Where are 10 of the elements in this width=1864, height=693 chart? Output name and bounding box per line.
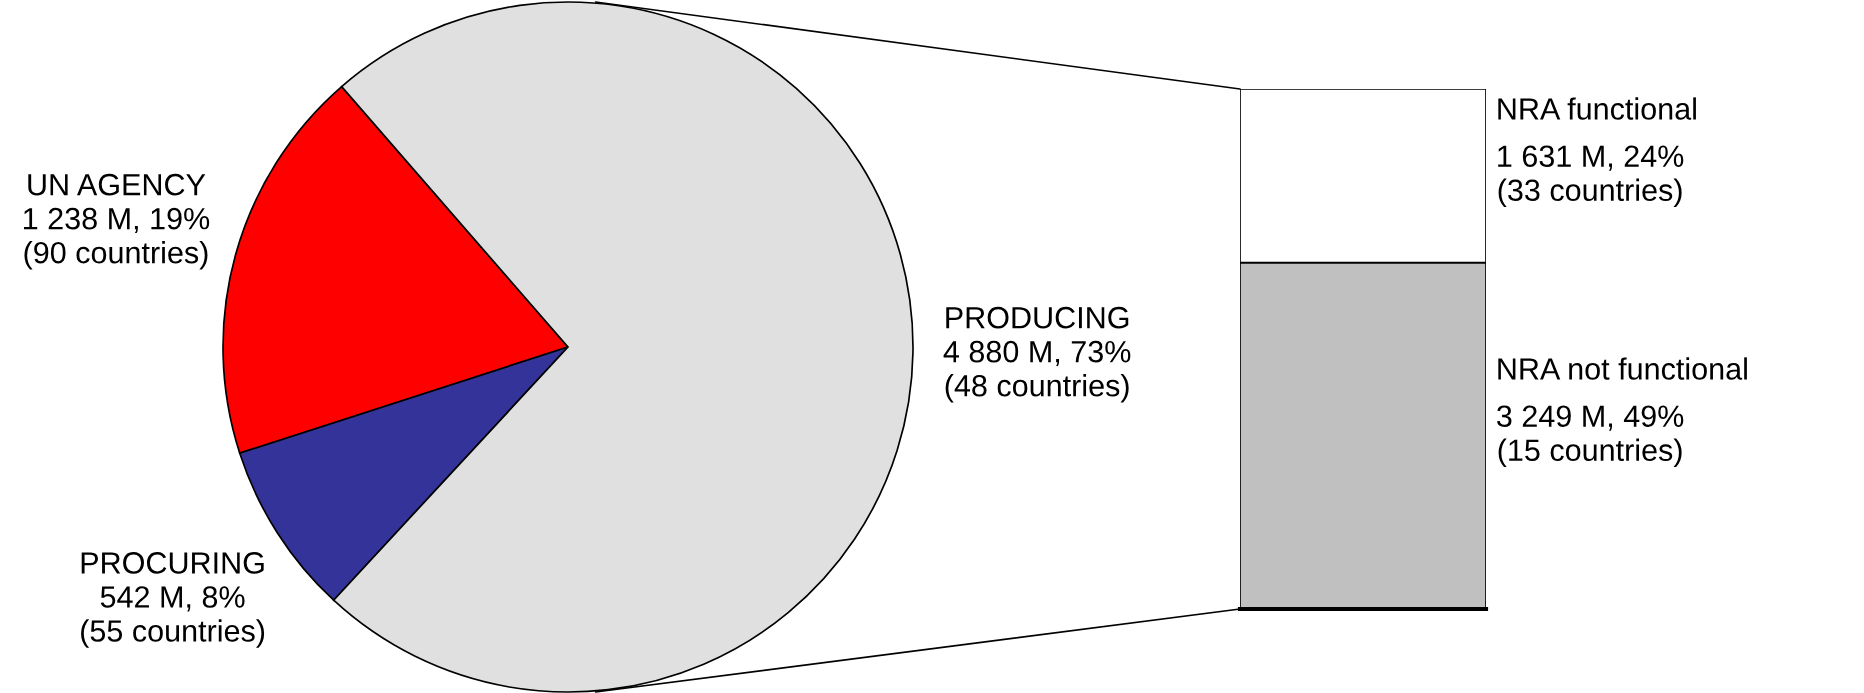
text: 1 631 M, 24% (33 countries)	[1498, 145, 1684, 208]
text: 3 249 M, 49% (15 countries)	[1497, 405, 1684, 468]
series-label: NRA not functional	[1498, 357, 1747, 380]
series-label: NRA functional	[1498, 97, 1696, 120]
data-label: 4 880 M, 73% (48 countries)	[943, 340, 1131, 403]
data-label: 1 238 M, 19% (90 countries)	[24, 207, 210, 270]
data-label: 542 M, 8% (55 countries)	[81, 586, 265, 648]
slice-label: PROCURING	[81, 552, 264, 574]
slice-label: UN AGENCY	[28, 173, 206, 196]
slice-label: PRODUCING	[946, 306, 1129, 329]
